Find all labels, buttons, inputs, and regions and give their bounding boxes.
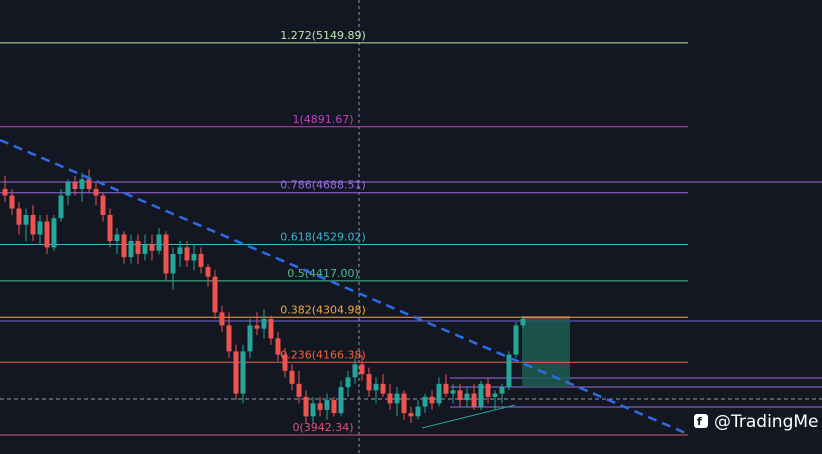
candle-body [387, 393, 393, 404]
candle-body [408, 413, 414, 417]
candle-body [261, 318, 267, 329]
candle-body [436, 383, 442, 404]
fib-level-label: 0(3942.34) [292, 421, 353, 434]
candle-body [163, 234, 169, 274]
candle-body [394, 393, 400, 404]
social-icon-glyph: f [697, 415, 702, 428]
candle-body [58, 195, 64, 219]
fib-level-label: 0.382(4304.98) [280, 303, 366, 316]
candle-body [212, 276, 218, 313]
candle-body [114, 234, 120, 241]
candle-body [443, 383, 449, 394]
candle-body [37, 221, 43, 235]
fib-level-label: 0.236(4166.38) [280, 348, 366, 361]
candle-body [93, 189, 99, 196]
candle-body [16, 208, 22, 225]
candle-body [177, 247, 183, 254]
candle-body [170, 253, 176, 274]
candle-body [366, 374, 372, 391]
fibonacci: 1.272(5149.89) 1(4891.67) 0.786(4688.51) 0.… [0, 29, 688, 436]
candle-body [247, 325, 253, 352]
candle-body [44, 221, 50, 248]
dashed-trendline [0, 138, 689, 436]
candle-body [226, 325, 232, 352]
candle-body [331, 400, 337, 414]
candle-body [464, 393, 470, 401]
candle-body [492, 393, 498, 397]
candle-body [149, 244, 155, 251]
candle-body [100, 195, 106, 215]
candle-body [415, 406, 421, 417]
candle-body [135, 240, 141, 254]
candle-body [86, 179, 92, 190]
candle-body [310, 403, 316, 417]
candle-body [359, 364, 365, 375]
candle-body [282, 354, 288, 371]
candle-body [121, 234, 127, 258]
candle-body [198, 253, 204, 267]
candle-body [191, 253, 197, 261]
candle-body [345, 377, 351, 388]
candle-body [233, 351, 239, 394]
candle-body [268, 318, 274, 339]
candle-body [485, 383, 491, 397]
candle-body [450, 390, 456, 394]
candle-body [107, 214, 113, 241]
fib-level-label: 0.618(4529.02) [280, 231, 366, 244]
social-icon [694, 414, 708, 428]
candle-body [205, 266, 211, 277]
candle-body [471, 393, 477, 407]
candle-body [2, 189, 8, 196]
candle-body [296, 383, 302, 397]
candle-body [422, 396, 428, 407]
position-profit-zone [522, 318, 570, 387]
candle-body [478, 383, 484, 407]
candle-body [142, 244, 148, 254]
candle-body [23, 214, 29, 225]
candle-body [303, 396, 309, 417]
candle-body [219, 312, 225, 326]
candle-body [513, 325, 519, 355]
candle-body [380, 383, 386, 394]
candle-body [275, 338, 281, 355]
candle-body [289, 370, 295, 384]
fib-level-label: 0.786(4688.51) [280, 179, 366, 192]
fib-level-label: 1.272(5149.89) [280, 29, 366, 42]
candle-body [51, 218, 57, 248]
candle-body [65, 182, 71, 196]
candle-body [72, 182, 78, 190]
candle-body [324, 400, 330, 410]
candle-body [520, 318, 526, 326]
watermark: @TradingMe [714, 412, 819, 432]
candle-body [9, 195, 15, 209]
candle-body [352, 364, 358, 378]
candle-body [506, 354, 512, 388]
fib-level-label: 1(4891.67) [292, 113, 353, 126]
candle-body [254, 325, 260, 329]
candle-body [499, 387, 505, 394]
support-trendline [421, 404, 516, 429]
candle-body [240, 351, 246, 394]
candle-body [373, 383, 379, 391]
candle-body [156, 234, 162, 251]
candle-body [79, 179, 85, 190]
candle-body [401, 393, 407, 414]
candle-body [128, 240, 134, 258]
candle-body [429, 396, 435, 404]
candle-body [457, 390, 463, 401]
candle-body [338, 387, 344, 414]
candle-body [30, 214, 36, 235]
candles [2, 169, 526, 423]
candle-body [184, 247, 190, 261]
candle-body [317, 403, 323, 410]
